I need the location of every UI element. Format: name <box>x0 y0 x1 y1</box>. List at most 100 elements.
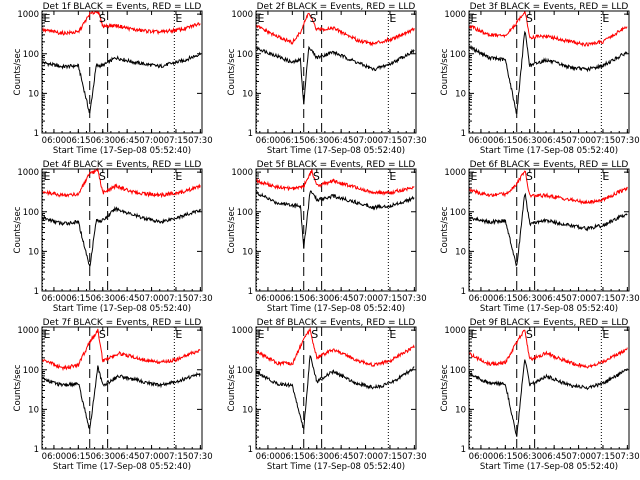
x-tick-label: 07:00 <box>353 452 378 462</box>
x-tick-label: 07:30 <box>188 452 213 462</box>
y-tick-label: 1000 <box>231 168 253 178</box>
x-axis-label: Start Time (17-Sep-08 05:52:40) <box>480 462 618 472</box>
interval-marker-label: S <box>526 12 533 25</box>
y-tick-label: 1 <box>461 129 466 139</box>
x-tick-label: 06:30 <box>517 136 542 146</box>
x-tick-label: 07:00 <box>139 294 164 304</box>
interval-marker-label: S <box>313 170 320 183</box>
x-tick-label: 07:00 <box>353 294 378 304</box>
x-tick-label: 06:45 <box>542 452 567 462</box>
panel-title: Det 4f BLACK = Events, RED = LLD <box>43 160 202 170</box>
x-tick-label: 06:30 <box>304 452 329 462</box>
x-axis-label: Start Time (17-Sep-08 05:52:40) <box>267 304 405 314</box>
x-tick-label: 07:30 <box>402 136 427 146</box>
x-tick-label: 06:30 <box>304 136 329 146</box>
lld-series-line <box>42 328 201 372</box>
interval-marker-label: E <box>602 12 609 25</box>
x-axis-label: Start Time (17-Sep-08 05:52:40) <box>53 146 191 156</box>
y-tick-label: 10 <box>242 405 253 415</box>
panel-title: Det 5f BLACK = Events, RED = LLD <box>257 160 416 170</box>
panel-title: Det 1f BLACK = Events, RED = LLD <box>43 2 202 12</box>
panel-title: Det 8f BLACK = Events, RED = LLD <box>257 318 416 328</box>
x-tick-label: 07:30 <box>188 294 213 304</box>
events-series-line <box>256 354 415 430</box>
detector-panel: Det 4f BLACK = Events, RED = LLD 06:00 06:… <box>13 160 213 314</box>
y-tick-label: 1 <box>34 129 39 139</box>
y-axis-label: Counts/sec <box>440 364 450 411</box>
y-tick-label: 100 <box>450 366 466 376</box>
y-axis-label: Counts/sec <box>13 364 23 411</box>
y-tick-label: 1000 <box>231 326 253 336</box>
y-tick-label: 1000 <box>444 168 466 178</box>
x-tick-label: 06:45 <box>542 294 567 304</box>
plot-frame <box>255 168 417 292</box>
x-tick-label: 06:00 <box>469 294 494 304</box>
x-tick-label: 06:30 <box>90 136 115 146</box>
lld-series-line <box>469 170 628 205</box>
plot-frame <box>468 326 630 450</box>
x-tick-label: 07:30 <box>615 136 640 146</box>
y-tick-label: 100 <box>237 50 253 60</box>
x-tick-label: 06:00 <box>42 136 67 146</box>
x-tick-label: 06:45 <box>115 452 140 462</box>
interval-marker-label: E <box>175 328 182 341</box>
x-axis-label: Start Time (17-Sep-08 05:52:40) <box>480 146 618 156</box>
interval-marker-label: S <box>310 12 317 25</box>
y-tick-label: 100 <box>23 208 39 218</box>
interval-marker-label: S <box>526 170 533 183</box>
interval-marker-label: S <box>526 328 533 341</box>
x-tick-label: 07:00 <box>139 136 164 146</box>
y-tick-label: 100 <box>23 50 39 60</box>
x-tick-label: 06:15 <box>66 452 91 462</box>
x-tick-label: 07:30 <box>402 294 427 304</box>
x-tick-label: 06:45 <box>115 294 140 304</box>
x-tick-label: 07:15 <box>164 452 189 462</box>
y-tick-label: 10 <box>28 89 39 99</box>
y-tick-label: 1000 <box>231 10 253 20</box>
interval-marker-label: E <box>44 328 51 341</box>
x-tick-label: 06:45 <box>329 136 354 146</box>
y-tick-label: 10 <box>242 89 253 99</box>
events-series-line <box>469 359 628 437</box>
y-tick-label: 10 <box>242 247 253 257</box>
y-tick-label: 1 <box>34 445 39 455</box>
lld-series-line <box>256 326 415 368</box>
x-tick-label: 06:30 <box>304 294 329 304</box>
events-series-line <box>469 192 628 267</box>
y-tick-label: 10 <box>455 405 466 415</box>
panel-title: Det 9f BLACK = Events, RED = LLD <box>470 318 629 328</box>
x-tick-label: 06:45 <box>542 136 567 146</box>
interval-marker-label: E <box>602 170 609 183</box>
events-series-line <box>256 45 415 105</box>
interval-marker-label: E <box>258 12 265 25</box>
detector-panel: Det 1f BLACK = Events, RED = LLD 06:00 06:… <box>13 2 213 156</box>
x-tick-label: 07:15 <box>164 294 189 304</box>
x-tick-label: 06:45 <box>115 136 140 146</box>
y-tick-label: 1 <box>34 287 39 297</box>
x-axis-label: Start Time (17-Sep-08 05:52:40) <box>267 146 405 156</box>
x-tick-label: 07:30 <box>188 136 213 146</box>
x-tick-label: 07:00 <box>139 452 164 462</box>
interval-marker-label: E <box>389 12 396 25</box>
x-tick-label: 07:30 <box>402 452 427 462</box>
interval-marker-label: E <box>258 328 265 341</box>
interval-marker-label: E <box>471 328 478 341</box>
interval-marker-label: E <box>44 12 51 25</box>
y-tick-label: 10 <box>455 247 466 257</box>
x-tick-label: 06:00 <box>42 294 67 304</box>
interval-marker-label: E <box>602 328 609 341</box>
y-axis-label: Counts/sec <box>440 206 450 253</box>
x-tick-label: 06:30 <box>90 452 115 462</box>
lld-series-line <box>469 10 628 47</box>
interval-marker-label: E <box>471 170 478 183</box>
lld-series-line <box>42 167 201 199</box>
y-tick-label: 1 <box>461 287 466 297</box>
y-tick-label: 1 <box>248 287 253 297</box>
x-axis-label: Start Time (17-Sep-08 05:52:40) <box>53 462 191 472</box>
x-tick-label: 07:00 <box>566 452 591 462</box>
